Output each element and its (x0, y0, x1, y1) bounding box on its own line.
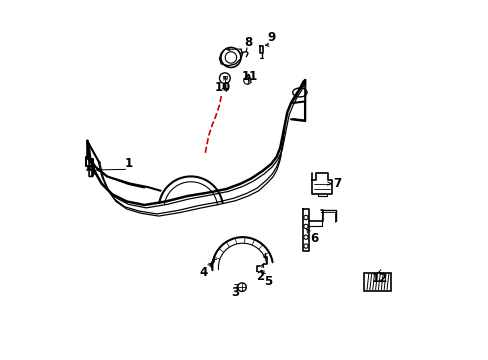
Text: 1: 1 (124, 157, 132, 170)
Text: 9: 9 (266, 31, 275, 44)
Text: 10: 10 (215, 81, 231, 94)
Text: 8: 8 (244, 36, 252, 49)
Text: 11: 11 (241, 70, 258, 83)
Text: 6: 6 (309, 233, 318, 246)
Text: 3: 3 (231, 286, 239, 299)
Text: 12: 12 (371, 272, 387, 285)
Bar (364, 273, 390, 291)
Text: 2: 2 (256, 270, 264, 283)
Text: 5: 5 (263, 275, 271, 288)
Text: 7: 7 (333, 177, 341, 190)
Text: 4: 4 (199, 266, 207, 279)
